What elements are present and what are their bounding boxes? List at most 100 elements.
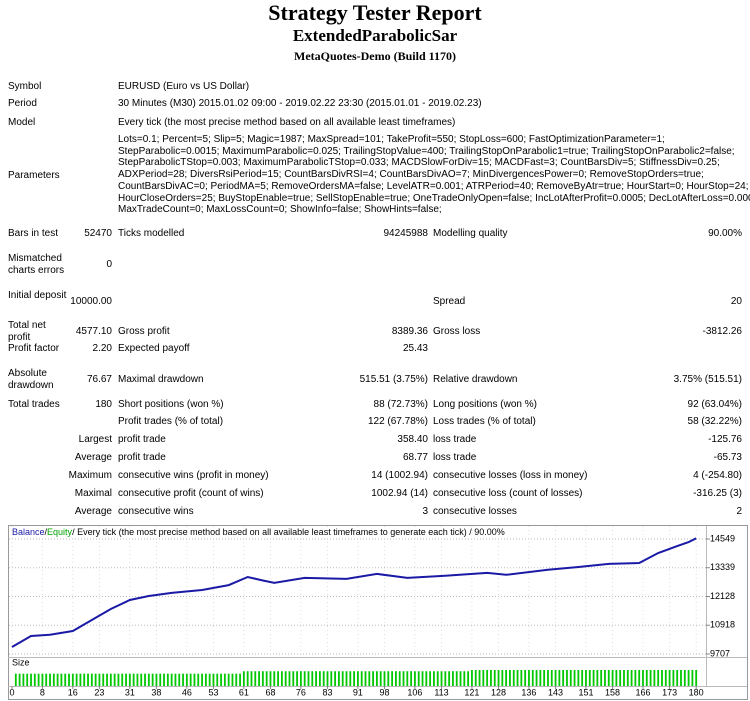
size-bar [585, 670, 587, 686]
size-bar [303, 671, 306, 686]
size-bar [676, 670, 679, 686]
size-bar [623, 670, 625, 686]
legend-entry: Equity [47, 527, 73, 537]
size-bar [182, 673, 184, 686]
size-bar [330, 671, 333, 686]
size-bar [600, 670, 603, 686]
size-bar [550, 670, 553, 686]
size-bar [79, 673, 82, 686]
size-bar [429, 671, 432, 686]
parameters-line: HourCloseOrders=25; BuyStopEnable=true; … [118, 192, 750, 204]
size-bar [436, 671, 439, 686]
x-tick-label: 166 [635, 687, 650, 697]
info-label: Period [8, 98, 37, 109]
size-bar [113, 673, 116, 686]
stat-label: consecutive losses (loss in money) [433, 470, 588, 481]
size-bar [680, 670, 682, 686]
size-bar [459, 671, 462, 686]
size-bar [144, 673, 146, 686]
chart-frame [8, 525, 748, 700]
size-bar [588, 670, 591, 686]
size-bar [607, 670, 610, 686]
stat-label: Total trades [8, 399, 60, 410]
stat-value: 3 [422, 506, 428, 517]
size-bar [566, 670, 568, 686]
size-bar [524, 670, 527, 686]
size-bar [292, 671, 295, 686]
stat-value: 1002.94 (14) [371, 488, 428, 499]
expert-name: ExtendedParabolicSar [292, 26, 458, 45]
stat-label: Relative drawdown [433, 374, 518, 385]
size-bar [611, 670, 614, 686]
size-bar [638, 670, 641, 686]
size-bar [448, 671, 451, 686]
size-bar [626, 670, 629, 686]
stat-value: 8389.36 [391, 326, 428, 337]
stat-value: 88 (72.73%) [373, 399, 428, 410]
size-bar [75, 673, 78, 686]
size-bar [391, 671, 394, 686]
size-bar [22, 673, 25, 686]
legend: Balance/Equity/ Every tick (the most pre… [12, 527, 505, 537]
stat-value: 358.40 [397, 434, 428, 445]
size-bar [528, 670, 530, 686]
size-bar [653, 670, 656, 686]
size-bar [151, 673, 154, 686]
size-bar [360, 671, 363, 686]
x-tick-label: 158 [605, 687, 620, 697]
parameters-line: StepParabolic=0.0015; MaximumParabolic=0… [118, 145, 735, 157]
size-bar [493, 670, 496, 686]
size-bar [26, 673, 29, 686]
stat-value: 4 (-254.80) [693, 470, 742, 481]
size-bar [554, 670, 557, 686]
stat-value: 0 [106, 259, 112, 270]
size-bar [687, 670, 690, 686]
size-bar [569, 670, 572, 686]
size-bar [30, 673, 32, 686]
size-bar [539, 670, 542, 686]
stat-value: -316.25 (3) [693, 488, 742, 499]
size-bar [577, 670, 580, 686]
x-tick-label: 61 [239, 687, 249, 697]
size-bar [478, 670, 481, 686]
x-tick-label: 136 [521, 687, 536, 697]
size-bar [455, 671, 458, 686]
x-tick-label: 151 [578, 687, 593, 697]
size-bar [410, 671, 413, 686]
size-bar [45, 673, 48, 686]
size-bar [231, 673, 234, 686]
size-bar [208, 673, 211, 686]
size-bar [406, 671, 409, 686]
info-value: EURUSD (Euro vs US Dollar) [118, 81, 250, 92]
size-bar [98, 673, 101, 686]
x-tick-label: 8 [40, 687, 45, 697]
x-tick-label: 0 [9, 687, 14, 697]
stat-label: Gross profit [118, 326, 170, 337]
size-bar [376, 671, 378, 686]
size-bar [204, 673, 207, 686]
stat-value: 2 [736, 506, 742, 517]
x-tick-label: 121 [464, 687, 479, 697]
x-tick-label: 31 [125, 687, 135, 697]
stat-value: 14 (1002.94) [371, 470, 428, 481]
stat-value: 180 [95, 399, 112, 410]
parameters-line: StepParabolicTStop=0.003; MaximumParabol… [118, 157, 720, 169]
stat-label: Ticks modelled [118, 228, 185, 239]
stat-value: -3812.26 [702, 326, 742, 337]
stat-value: Maximum [68, 470, 112, 481]
size-bar [94, 673, 97, 686]
info-value: Every tick (the most precise method base… [118, 117, 456, 128]
x-tick-label: 83 [322, 687, 332, 697]
size-bar [68, 673, 70, 686]
stat-label: consecutive loss (count of losses) [433, 488, 583, 499]
stat-value: 52470 [84, 228, 112, 239]
size-bar [258, 671, 260, 686]
stat-value: Average [74, 452, 112, 463]
size-bar [433, 671, 435, 686]
stat-label: Modelling quality [433, 228, 508, 239]
stat-label: Absolute drawdown [8, 368, 54, 391]
size-bar [14, 673, 17, 686]
size-bar [520, 670, 523, 686]
y-tick-label: 9707 [710, 648, 730, 658]
